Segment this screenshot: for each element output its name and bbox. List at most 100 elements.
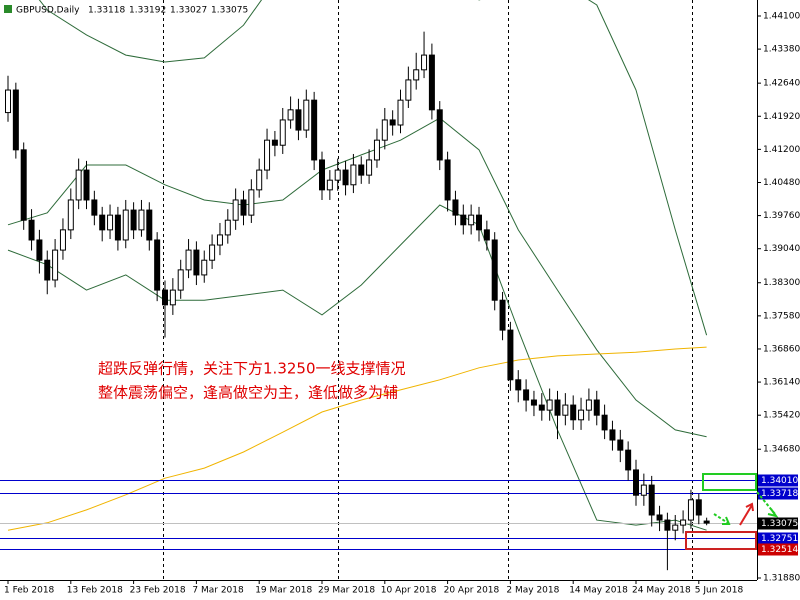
candle-body — [67, 199, 74, 231]
candle-body — [311, 99, 318, 161]
candle-body — [232, 199, 239, 221]
indicator-line — [7, 117, 707, 438]
candle-body — [209, 244, 216, 261]
y-tick-label: 1.34680 — [763, 445, 800, 455]
candle-body — [664, 519, 671, 531]
candle-body — [36, 239, 43, 261]
candle-body — [326, 179, 333, 191]
y-tick-label: 1.43380 — [763, 45, 800, 55]
candle-body — [319, 159, 325, 191]
candle-body — [169, 289, 176, 306]
price-label: 1.32514 — [761, 545, 798, 555]
candle-body — [648, 484, 655, 516]
candle-body — [413, 69, 420, 81]
ohlc-low: 1.33027 — [170, 6, 207, 16]
candle-body — [216, 234, 223, 246]
candle-body — [468, 214, 475, 226]
candle-body — [295, 109, 302, 131]
candle-body — [5, 89, 11, 114]
candle-body — [83, 169, 90, 201]
candle-body — [601, 414, 608, 431]
candle-body — [444, 159, 451, 201]
candle-body — [59, 229, 66, 251]
x-tick-label: 29 Mar 2018 — [318, 586, 375, 596]
candle-body — [154, 239, 161, 291]
candle-body — [52, 249, 59, 281]
candle-body — [381, 119, 388, 141]
y-tick-label: 1.36860 — [763, 344, 800, 354]
y-tick-label: 1.44100 — [763, 12, 800, 22]
candle-body — [452, 199, 459, 216]
candle-body — [421, 54, 428, 71]
candle-body — [507, 329, 514, 381]
price-label: 1.33718 — [761, 489, 798, 499]
price-label-box — [758, 517, 798, 530]
candle-body — [342, 169, 349, 186]
candle-body — [695, 499, 702, 516]
candle-body — [405, 79, 412, 101]
candle-body — [373, 139, 380, 161]
x-tick-label: 2 May 2018 — [506, 586, 559, 596]
ohlc-high: 1.33192 — [129, 6, 166, 16]
candle-body — [130, 209, 137, 231]
x-tick-label: 10 Apr 2018 — [381, 586, 437, 596]
y-tick-label: 1.37580 — [763, 311, 800, 321]
candle-body — [334, 169, 341, 181]
candle-body — [436, 109, 443, 161]
y-tick-label: 1.41200 — [763, 145, 800, 155]
x-tick-label: 1 Feb 2018 — [4, 586, 55, 596]
x-tick-label: 13 Feb 2018 — [67, 586, 123, 596]
indicator-line — [38, 0, 708, 336]
candle-body — [240, 199, 247, 216]
candle-body — [138, 209, 145, 231]
support-box — [685, 531, 757, 550]
y-tick-label: 1.42640 — [763, 79, 800, 89]
candle-body — [271, 139, 278, 146]
candle-body — [546, 399, 553, 411]
candle-body — [389, 119, 396, 126]
candle-body — [515, 379, 522, 391]
candle-body — [562, 404, 569, 416]
candle-body — [122, 209, 129, 241]
candle-body — [609, 429, 616, 441]
x-tick-label: 7 Mar 2018 — [192, 586, 244, 596]
candle-body — [530, 399, 537, 406]
candle-body — [460, 214, 467, 226]
candle-body — [680, 519, 687, 526]
candle-body — [146, 209, 153, 241]
y-tick-label: 1.39040 — [763, 244, 800, 254]
candle-body — [593, 399, 600, 416]
resistance-box — [702, 473, 757, 491]
candle-body — [287, 109, 294, 121]
candle-body — [201, 259, 208, 276]
x-tick-label: 20 Apr 2018 — [444, 586, 500, 596]
candle-body — [256, 169, 263, 191]
candle-body — [350, 164, 357, 186]
candle-body — [499, 299, 506, 331]
candle-body — [358, 164, 365, 176]
candle-body — [554, 399, 561, 416]
y-tick-label: 1.36140 — [763, 378, 800, 388]
candle-body — [20, 149, 27, 221]
price-label-box — [758, 474, 798, 487]
candle-body — [44, 259, 51, 281]
candle-body — [177, 269, 184, 291]
x-tick-label: 5 Jun 2018 — [695, 586, 744, 596]
x-tick-label: 24 May 2018 — [632, 586, 691, 596]
candle-body — [99, 214, 106, 231]
x-tick-label: 14 May 2018 — [569, 586, 628, 596]
candle-body — [224, 219, 231, 236]
candle-body — [672, 524, 679, 531]
candle-body — [366, 159, 373, 176]
y-tick-label: 1.41920 — [763, 112, 800, 122]
candle-body — [523, 389, 530, 401]
y-tick-label: 1.39760 — [763, 211, 800, 221]
annotation: 整体震荡偏空，逢高做空为主，逢低做多为辅 — [98, 384, 398, 402]
symbol-icon — [4, 5, 12, 13]
candle-body — [585, 399, 592, 411]
candle-body — [703, 520, 710, 524]
candle-body — [625, 449, 632, 471]
price-label-box — [758, 543, 798, 556]
chart-title: GBPUSD,Daily — [16, 6, 80, 16]
